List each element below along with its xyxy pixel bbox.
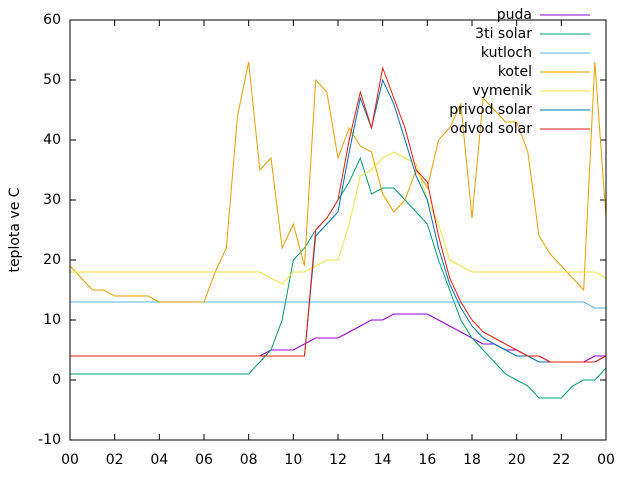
y-tick-label: 10: [43, 312, 61, 328]
x-tick-label: 12: [329, 452, 347, 468]
y-tick-label: 20: [43, 252, 61, 268]
series-line: [70, 66, 607, 363]
legend-label: 3ti solar: [475, 26, 532, 42]
x-tick-label: 02: [106, 452, 124, 468]
y-tick-label: 40: [43, 132, 61, 148]
legend-label: vymenik: [472, 83, 533, 99]
x-tick-label: 14: [374, 452, 392, 468]
plot-frame: [69, 19, 607, 441]
y-axis-label: teplota ve C: [7, 187, 23, 272]
legend-label: odvod solar: [450, 121, 532, 137]
y-tick-label: 60: [43, 12, 61, 28]
y-tick-label: -10: [38, 432, 61, 448]
legend-label: puda: [497, 7, 532, 23]
y-tick-label: 50: [43, 72, 61, 88]
x-tick-label: 16: [418, 452, 436, 468]
x-tick-label: 22: [552, 452, 570, 468]
legend-label: privod solar: [449, 102, 532, 118]
x-tick-label: 00: [61, 452, 79, 468]
x-tick-label: 04: [150, 452, 168, 468]
series-line: [69, 61, 607, 303]
x-tick-label: 00: [597, 452, 615, 468]
legend-label: kotel: [498, 64, 532, 80]
x-tick-label: 20: [508, 452, 526, 468]
x-tick-label: 10: [284, 452, 302, 468]
x-tick-label: 18: [463, 452, 481, 468]
legend-label: kutloch: [481, 45, 532, 61]
series-line: [70, 151, 607, 285]
x-tick-label: 08: [240, 452, 258, 468]
y-tick-label: 0: [52, 372, 61, 388]
x-tick-label: 06: [195, 452, 213, 468]
y-tick-label: 30: [43, 192, 61, 208]
